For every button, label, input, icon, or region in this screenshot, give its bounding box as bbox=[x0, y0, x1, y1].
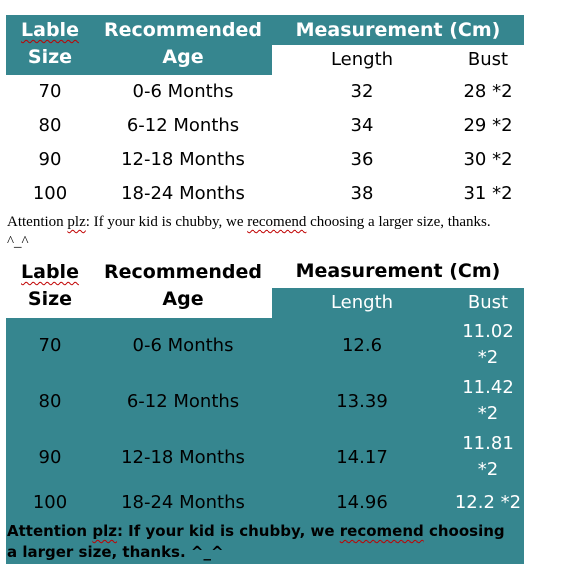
table2-row-length: 14.17 bbox=[336, 447, 388, 468]
table2-row-size: 90 bbox=[38, 447, 62, 468]
table2-row-length: 13.39 bbox=[336, 391, 388, 412]
table2-size-word: Size bbox=[27, 288, 73, 310]
note-suffix: choosing a larger size, thanks. ^_^ bbox=[7, 522, 505, 561]
table1-length-header: Length bbox=[330, 49, 394, 70]
table2-age-word: Age bbox=[162, 288, 204, 310]
table2-length-header: Length bbox=[330, 292, 394, 313]
table2-row-length: 14.96 bbox=[336, 492, 388, 513]
table1-row-size: 100 bbox=[32, 183, 68, 204]
table1-header-band bbox=[6, 15, 524, 45]
table1-row-bust: 28 *2 bbox=[463, 81, 513, 102]
table2-row-bust-line2: *2 bbox=[477, 403, 499, 424]
table2-age-header: Recommended Age bbox=[94, 259, 272, 313]
table2-row-bust-line2: *2 bbox=[477, 459, 499, 480]
note-recomend: recomend bbox=[339, 522, 424, 540]
table1-header-left-band bbox=[6, 45, 272, 75]
table1-row-age: 0-6 Months bbox=[132, 81, 234, 102]
table1-row-size: 80 bbox=[38, 115, 62, 136]
table2-header-right-band bbox=[272, 288, 524, 318]
table2-lable-word: Lable bbox=[21, 261, 79, 283]
table2-row-age: 18-24 Months bbox=[121, 492, 245, 513]
table2-row-bust-line2: *2 bbox=[477, 347, 499, 368]
table1-row-age: 18-24 Months bbox=[121, 183, 245, 204]
table1-row-bust: 30 *2 bbox=[463, 149, 513, 170]
note-plz: plz bbox=[92, 522, 117, 540]
table1-row-length: 32 bbox=[350, 81, 374, 102]
table1-attention-note: Attention plz: If your kid is chubby, we… bbox=[7, 212, 507, 252]
table1-row-length: 38 bbox=[350, 183, 374, 204]
table1-row-length: 36 bbox=[350, 149, 374, 170]
note-prefix: Attention bbox=[7, 522, 93, 540]
table2-row-age: 12-18 Months bbox=[121, 447, 245, 468]
table2-row-bust-line1: 12.2 *2 bbox=[454, 492, 522, 513]
table2-measurement-header: Measurement (Cm) bbox=[295, 260, 501, 282]
note-plz: plz bbox=[67, 214, 86, 230]
table2-size-header: Lable Size bbox=[6, 259, 94, 313]
table1-recommended-word: Recommended bbox=[104, 19, 262, 41]
table1-age-header: Recommended Age bbox=[94, 17, 272, 71]
table2-row-bust-line1: 11.81 bbox=[462, 433, 514, 454]
table1-size-header: Lable Size bbox=[6, 17, 94, 71]
table2-row-age: 0-6 Months bbox=[132, 335, 234, 356]
table2-recommended-word: Recommended bbox=[104, 261, 262, 283]
table1-row-bust: 29 *2 bbox=[463, 115, 513, 136]
table1-row-bust: 31 *2 bbox=[463, 183, 513, 204]
table1-size-word: Size bbox=[27, 46, 73, 68]
table1-bust-header: Bust bbox=[467, 49, 509, 70]
note-middle: : If your kid is chubby, we bbox=[116, 522, 340, 540]
table2-row-bust-line1: 11.42 bbox=[462, 377, 514, 398]
table1-row-size: 90 bbox=[38, 149, 62, 170]
table2-row-length: 12.6 bbox=[341, 335, 383, 356]
note-recomend: recomend bbox=[247, 214, 307, 230]
table1-row-age: 12-18 Months bbox=[121, 149, 245, 170]
table1-row-length: 34 bbox=[350, 115, 374, 136]
table2-row-bust-line1: 11.02 bbox=[462, 321, 514, 342]
table2-attention-note: Attention plz: If your kid is chubby, we… bbox=[7, 521, 517, 563]
table2-row-age: 6-12 Months bbox=[126, 391, 240, 412]
table1-age-word: Age bbox=[162, 46, 204, 68]
table1-row-size: 70 bbox=[38, 81, 62, 102]
table2-bust-header: Bust bbox=[467, 292, 509, 313]
note-prefix: Attention bbox=[7, 214, 68, 230]
table2-row-size: 80 bbox=[38, 391, 62, 412]
table1-measurement-header: Measurement (Cm) bbox=[295, 19, 501, 41]
table2-row-size: 70 bbox=[38, 335, 62, 356]
note-suffix: choosing a larger size, thanks. ^_^ bbox=[7, 214, 491, 250]
table2-body-band bbox=[6, 318, 524, 564]
table1-lable-word: Lable bbox=[21, 19, 79, 41]
table1-row-age: 6-12 Months bbox=[126, 115, 240, 136]
note-middle: : If your kid is chubby, we bbox=[85, 214, 248, 230]
table2-row-size: 100 bbox=[32, 492, 68, 513]
